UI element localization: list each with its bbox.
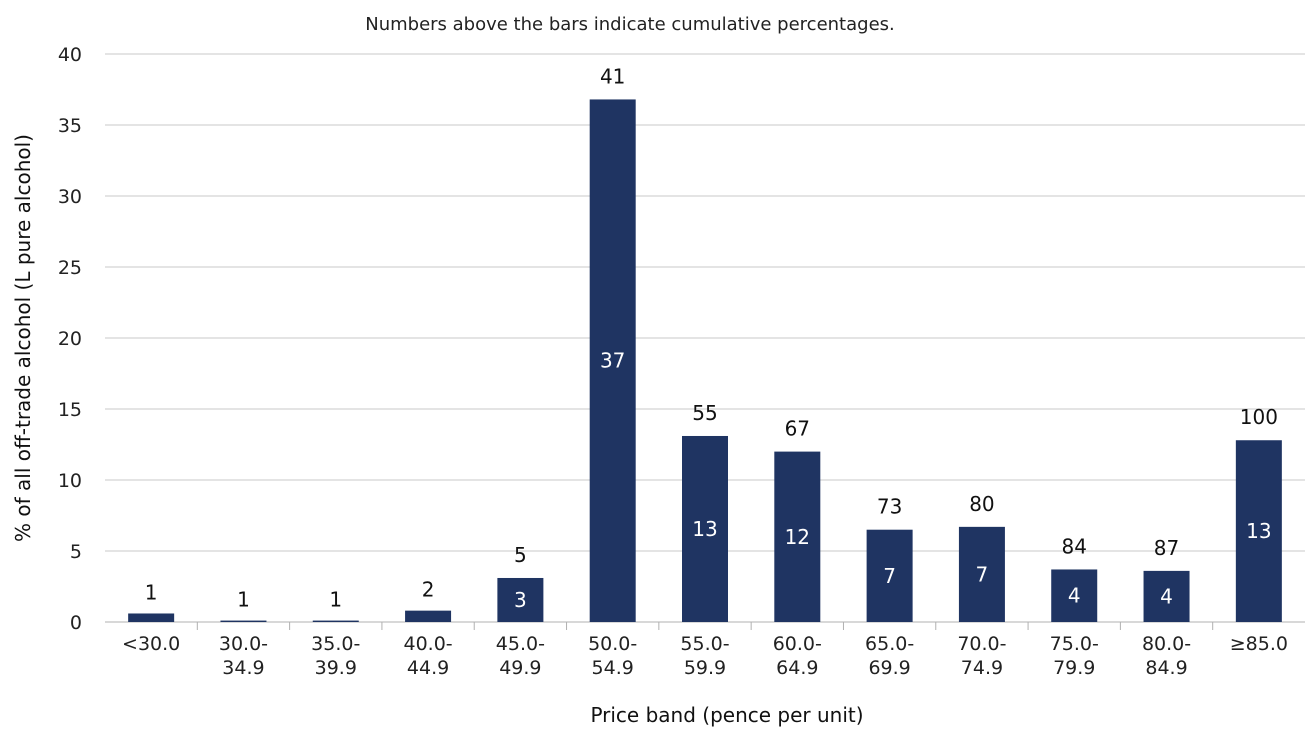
bar — [866, 529, 913, 622]
bar-value-label: 4 — [1160, 584, 1173, 608]
bar — [497, 577, 544, 622]
bar — [128, 613, 175, 622]
bar-value-label: 3 — [514, 588, 527, 612]
x-tick-label: 60.0- — [773, 633, 822, 655]
cumulative-label: 84 — [1062, 534, 1087, 558]
bar — [589, 99, 636, 622]
x-tick-label: 40.0- — [403, 633, 452, 655]
x-tick-label: 84.9 — [1145, 657, 1187, 679]
bar — [1051, 569, 1098, 622]
cumulative-label: 1 — [329, 588, 342, 612]
bar-value-label: 7 — [883, 564, 896, 588]
y-tick-label: 5 — [70, 541, 82, 563]
bar — [312, 620, 359, 622]
y-tick-label: 40 — [58, 44, 82, 66]
cumulative-label: 80 — [969, 492, 994, 516]
y-tick-label: 10 — [58, 470, 82, 492]
x-tick-label: 70.0- — [957, 633, 1006, 655]
bar-value-label: 7 — [976, 562, 989, 586]
x-tick-label: 69.9 — [868, 657, 910, 679]
bar — [774, 451, 821, 622]
x-axis-labels: <30.0 30.0-34.9 35.0-39.9 40.0-44.9 45.0-49.… — [122, 622, 1288, 679]
x-tick-label: 30.0- — [219, 633, 268, 655]
x-tick-label: 65.0- — [865, 633, 914, 655]
x-tick-label: 75.0- — [1050, 633, 1099, 655]
y-tick-label: 15 — [58, 399, 82, 421]
cumulative-label: 2 — [422, 578, 435, 602]
x-tick-label: 55.0- — [680, 633, 729, 655]
cumulative-label: 1 — [237, 588, 250, 612]
x-tick-label: <30.0 — [122, 633, 180, 655]
y-tick-label: 0 — [70, 612, 82, 634]
bar — [958, 526, 1005, 622]
y-tick-label: 25 — [58, 257, 82, 279]
y-tick-label: 35 — [58, 115, 82, 137]
x-tick-label: 80.0- — [1142, 633, 1191, 655]
bar-value-label: 12 — [785, 525, 810, 549]
x-tick-label: 45.0- — [496, 633, 545, 655]
cumulative-label: 73 — [877, 495, 902, 519]
bar-value-label: 4 — [1068, 584, 1081, 608]
x-tick-label: 74.9 — [961, 657, 1003, 679]
x-tick-label: 50.0- — [588, 633, 637, 655]
bar-value-label: 37 — [600, 349, 625, 373]
bar — [220, 620, 267, 622]
x-tick-label: 64.9 — [776, 657, 818, 679]
x-tick-label: ≥85.0 — [1230, 633, 1288, 655]
cumulative-label: 5 — [514, 543, 527, 567]
bar — [1235, 440, 1282, 622]
bar-value-label: 13 — [692, 517, 717, 541]
x-axis-title: Price band (pence per unit) — [590, 703, 863, 727]
x-tick-label: 49.9 — [499, 657, 541, 679]
y-axis-ticks: 0 5 10 15 20 25 30 35 40 — [58, 44, 82, 634]
x-tick-label: 35.0- — [311, 633, 360, 655]
cumulative-label: 55 — [692, 401, 717, 425]
cumulative-label: 41 — [600, 64, 625, 88]
x-tick-label: 44.9 — [407, 657, 449, 679]
cumulative-label: 87 — [1154, 536, 1179, 560]
bar — [405, 610, 452, 622]
x-tick-label: 59.9 — [684, 657, 726, 679]
bar-value-label: 13 — [1246, 519, 1271, 543]
x-tick-label: 54.9 — [592, 657, 634, 679]
y-tick-label: 30 — [58, 186, 82, 208]
y-tick-label: 20 — [58, 328, 82, 350]
x-tick-label: 39.9 — [315, 657, 357, 679]
bar — [682, 435, 728, 622]
x-tick-label: 34.9 — [222, 657, 264, 679]
cumulative-label: 100 — [1240, 405, 1278, 429]
y-axis-title: % of all off-trade alcohol (L pure alcoh… — [11, 134, 35, 542]
bar — [1143, 570, 1190, 622]
cumulative-label: 67 — [785, 417, 810, 441]
x-tick-label: 79.9 — [1053, 657, 1095, 679]
cumulative-label: 1 — [145, 580, 158, 604]
chart-note: Numbers above the bars indicate cumulati… — [365, 14, 895, 35]
